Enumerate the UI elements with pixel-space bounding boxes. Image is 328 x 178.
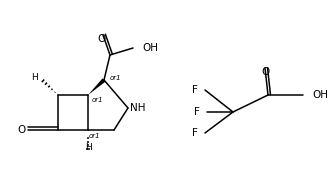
Text: O: O [98, 34, 106, 44]
Text: OH: OH [142, 43, 158, 53]
Text: O: O [261, 67, 269, 77]
Text: or1: or1 [88, 133, 100, 139]
Text: NH: NH [130, 103, 146, 113]
Text: F: F [194, 107, 200, 117]
Text: O: O [17, 125, 25, 135]
Text: H: H [31, 74, 38, 82]
Polygon shape [88, 78, 106, 95]
Text: OH: OH [312, 90, 328, 100]
Text: or1: or1 [91, 97, 103, 103]
Text: F: F [192, 128, 198, 138]
Text: or1: or1 [109, 75, 121, 81]
Text: H: H [85, 143, 92, 153]
Text: F: F [192, 85, 198, 95]
